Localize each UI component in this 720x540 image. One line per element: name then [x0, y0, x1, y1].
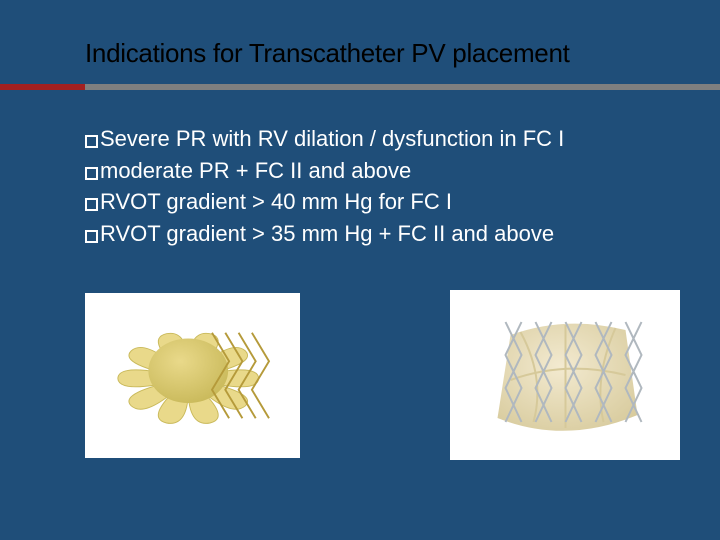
bullet-square-icon [85, 198, 98, 211]
images-row [85, 290, 680, 460]
list-item: Severe PR with RV dilation / dysfunction… [85, 124, 680, 154]
bullet-text: moderate PR + FC II and above [100, 158, 411, 183]
bullet-list: Severe PR with RV dilation / dysfunction… [85, 124, 680, 251]
list-item: RVOT gradient > 35 mm Hg + FC II and abo… [85, 219, 680, 249]
bullet-square-icon [85, 230, 98, 243]
list-item: moderate PR + FC II and above [85, 156, 680, 186]
bullet-text: RVOT gradient > 40 mm Hg for FC I [100, 189, 452, 214]
slide-title: Indications for Transcatheter PV placeme… [85, 38, 690, 69]
valve-icon [463, 300, 668, 450]
underline-gray [85, 84, 720, 90]
underline-accent [0, 84, 85, 90]
bullet-square-icon [85, 135, 98, 148]
title-area: Indications for Transcatheter PV placeme… [85, 38, 690, 69]
valve-image-right [450, 290, 680, 460]
valve-image-left [85, 293, 300, 458]
slide: Indications for Transcatheter PV placeme… [0, 0, 720, 540]
valve-icon [98, 303, 288, 448]
list-item: RVOT gradient > 40 mm Hg for FC I [85, 187, 680, 217]
bullet-text: RVOT gradient > 35 mm Hg + FC II and abo… [100, 221, 554, 246]
bullet-text: Severe PR with RV dilation / dysfunction… [100, 126, 564, 151]
bullet-square-icon [85, 167, 98, 180]
title-underline [0, 84, 720, 90]
